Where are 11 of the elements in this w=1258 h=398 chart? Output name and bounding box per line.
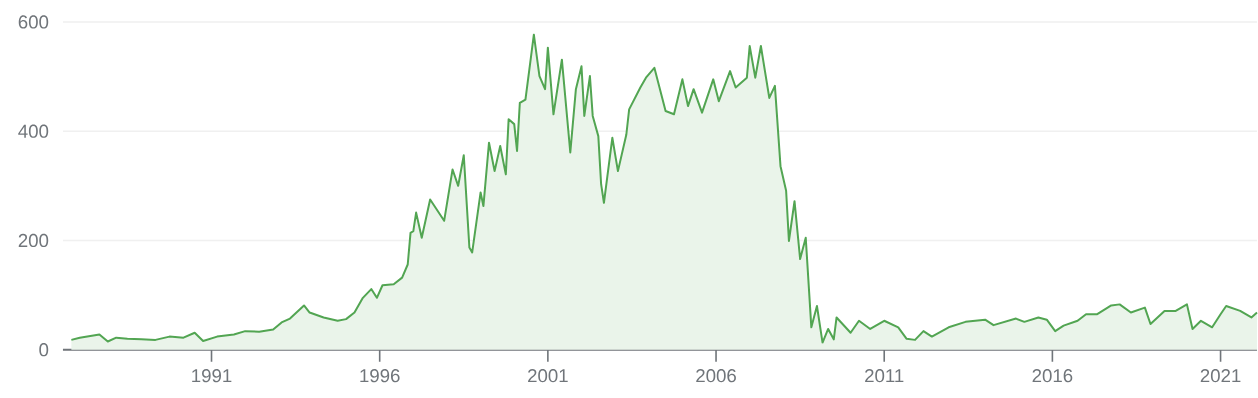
y-tick-label: 600 xyxy=(18,15,49,29)
x-tick-label: 2001 xyxy=(528,369,568,383)
y-tick-label: 200 xyxy=(18,234,49,248)
x-tick-label: 2011 xyxy=(865,369,904,383)
x-tick-label: 2021 xyxy=(1200,369,1241,383)
x-tick-label: 2016 xyxy=(1032,369,1073,383)
x-tick-label: 1996 xyxy=(360,369,400,383)
x-tick-label: 2006 xyxy=(696,369,736,383)
y-tick-label: 0 xyxy=(39,343,49,357)
y-tick-label: 400 xyxy=(18,124,49,138)
x-tick-label: 1991 xyxy=(192,369,232,383)
